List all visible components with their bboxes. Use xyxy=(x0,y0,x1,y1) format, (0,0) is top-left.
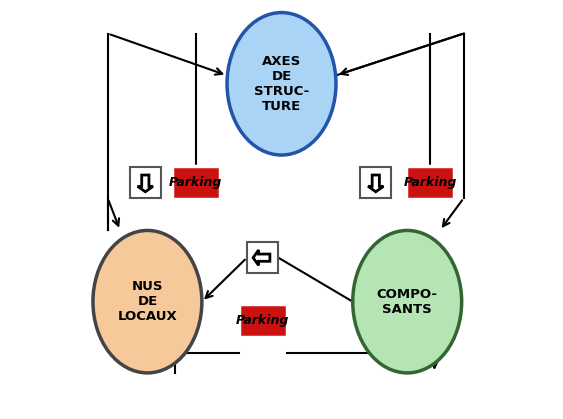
FancyBboxPatch shape xyxy=(129,167,161,198)
FancyBboxPatch shape xyxy=(172,166,220,199)
Ellipse shape xyxy=(353,230,462,373)
Text: Parking: Parking xyxy=(169,176,222,189)
Text: Parking: Parking xyxy=(404,176,457,189)
Polygon shape xyxy=(368,175,383,192)
Text: AXES
DE
STRUC-
TURE: AXES DE STRUC- TURE xyxy=(254,55,309,113)
FancyBboxPatch shape xyxy=(239,304,287,337)
Text: COMPO-
SANTS: COMPO- SANTS xyxy=(377,288,437,316)
Polygon shape xyxy=(137,175,153,192)
Text: NUS
DE
LOCAUX: NUS DE LOCAUX xyxy=(118,280,177,323)
Polygon shape xyxy=(253,250,270,265)
FancyBboxPatch shape xyxy=(406,166,454,199)
Ellipse shape xyxy=(93,230,202,373)
Ellipse shape xyxy=(227,13,336,155)
FancyBboxPatch shape xyxy=(360,167,391,198)
Text: Parking: Parking xyxy=(236,314,289,327)
FancyBboxPatch shape xyxy=(247,242,278,274)
